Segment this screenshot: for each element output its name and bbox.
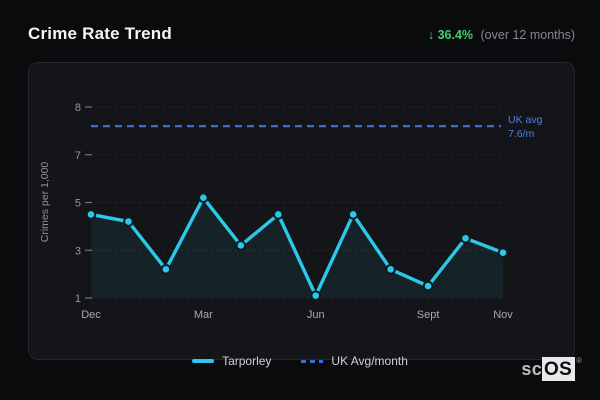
logo-suffix: OS [542, 357, 576, 381]
legend-label-uk-avg: UK Avg/month [331, 354, 408, 368]
line-chart: 8 7 5 3 1 Crimes per 1,000 UK avg 7.6/m Dec Mar Ju… [39, 102, 543, 321]
y-axis-title: Crimes per 1,000 [39, 162, 51, 243]
chart-legend: Tarporley UK Avg/month [0, 354, 600, 368]
tarporley-line [89, 196, 505, 298]
data-point [272, 209, 284, 220]
x-axis-label: Nov [493, 309, 513, 321]
x-axis-label: Jun [307, 309, 325, 321]
logo-prefix: sc [521, 359, 543, 379]
y-tick-label: 5 [75, 198, 81, 210]
data-point [235, 240, 247, 251]
y-tick-label: 7 [75, 150, 81, 162]
data-point [460, 233, 471, 244]
trend-period: (over 12 months) [480, 28, 575, 42]
data-point [123, 216, 134, 227]
chart-card: 8 7 5 3 1 Crimes per 1,000 UK avg 7.6/m Dec Mar Ju… [28, 62, 575, 360]
area-fill [91, 197, 503, 298]
data-point [310, 290, 322, 301]
data-point [422, 280, 434, 292]
y-tick-label: 3 [75, 245, 81, 257]
data-point [497, 247, 509, 258]
legend-item-uk-avg[interactable]: UK Avg/month [301, 354, 408, 368]
data-point [85, 209, 97, 220]
x-axis-label: Dec [81, 309, 101, 321]
page-title: Crime Rate Trend [28, 24, 172, 43]
tarporley-line-swatch-icon [192, 359, 215, 363]
registered-trademark-icon: ® [576, 356, 582, 365]
y-tick-label: 1 [75, 293, 81, 305]
trend-down-arrow-icon: ↓ [427, 28, 435, 42]
data-point [198, 192, 209, 204]
x-axis-label: Mar [194, 309, 213, 321]
scos-logo: sc OS ® [521, 357, 582, 381]
y-tick-label: 8 [75, 102, 81, 114]
legend-label-tarporley: Tarporley [222, 354, 272, 368]
uk-avg-label-line2: 7.6/m [508, 128, 535, 140]
legend-item-tarporley[interactable]: Tarporley [192, 354, 271, 368]
data-point [160, 264, 172, 275]
trend-stat: ↓ 36.4% (over 12 months) [428, 28, 575, 42]
header: Crime Rate Trend ↓ 36.4% (over 12 months… [28, 24, 575, 44]
uk-avg-line-swatch-icon [301, 359, 324, 363]
trend-percent: 36.4% [437, 28, 474, 42]
data-point [347, 209, 359, 220]
x-axis-label: Sept [417, 309, 440, 321]
data-point [385, 264, 396, 275]
uk-avg-label-line1: UK avg [508, 114, 543, 126]
